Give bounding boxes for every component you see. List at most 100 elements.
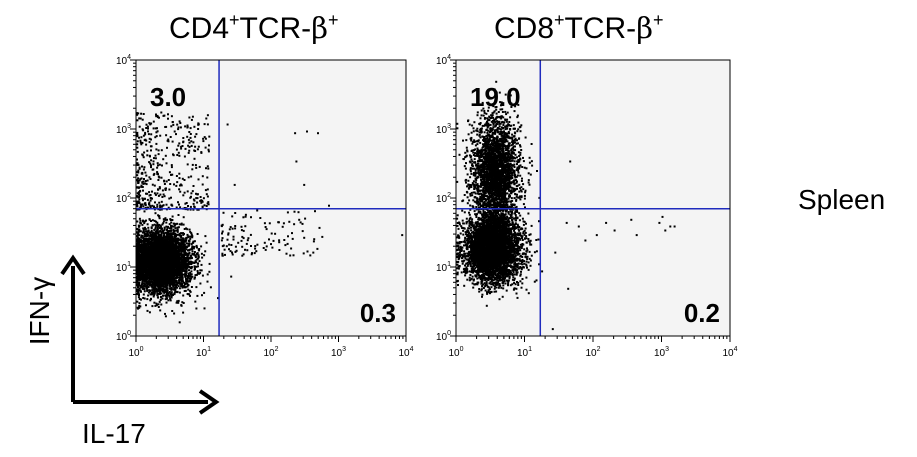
event-dot [203,307,206,310]
event-dot [167,299,170,302]
event-dot [191,236,194,239]
event-dot [156,254,159,257]
event-dot [188,228,191,231]
event-dot [163,266,166,269]
event-dot [174,280,177,283]
event-dot [179,271,182,274]
event-dot [138,246,141,249]
event-dot [182,294,185,297]
event-dot [143,231,146,234]
event-dot [158,286,160,289]
event-dot [140,249,143,251]
event-dot [154,232,157,235]
event-dot [155,247,157,250]
event-dot [182,280,184,283]
event-dot [167,230,169,233]
event-dot [136,248,139,251]
event-dot [165,288,167,291]
event-dot [197,262,199,265]
event-dot [159,224,162,227]
event-dot [152,271,155,274]
event-dot [137,282,140,285]
event-dot [146,261,149,264]
event-dot [155,276,158,279]
event-dot [176,266,178,269]
event-dot [141,264,144,267]
event-dot [164,250,167,253]
event-dot [175,263,178,266]
event-dot [195,273,198,276]
event-dot [158,293,161,295]
event-dot [153,276,155,279]
event-dot [144,285,147,288]
event-dot [169,239,172,242]
event-dot [181,273,183,276]
event-dot [147,294,150,297]
event-dot [156,221,159,224]
event-dot [161,279,164,282]
event-dot [138,306,141,309]
event-dot [141,251,144,254]
event-dot [162,285,165,288]
event-dot [191,275,194,278]
event-dot [162,245,165,248]
event-dot [174,286,177,289]
event-dot [149,258,152,261]
event-dot [162,278,165,281]
event-dot [142,230,145,233]
event-dot [158,270,161,273]
event-dot [150,248,153,251]
event-dot [144,277,147,279]
event-dot [162,232,165,235]
event-dot [181,239,184,242]
event-dot [162,236,165,239]
event-dot [138,237,141,240]
event-dot [153,234,156,237]
event-dot [196,253,199,256]
event-dot [171,310,174,312]
event-dot [151,286,154,289]
event-dot [166,251,169,254]
event-dot [189,294,191,297]
event-dot [195,258,198,261]
event-dot [157,289,160,292]
event-dot [164,276,167,279]
event-dot [156,260,159,263]
event-dot [143,275,146,278]
event-dot [137,268,140,271]
event-dot [151,250,154,253]
event-dot [175,248,177,251]
event-dot [178,287,181,290]
event-dot [143,243,146,246]
event-dot [181,256,184,259]
event-dot [178,280,181,283]
event-dot [154,284,156,287]
event-dot [193,245,196,248]
event-dot [143,232,146,235]
event-dot [189,260,192,263]
event-dot [144,257,147,260]
event-dot [170,294,173,297]
event-dot [157,225,160,228]
event-dot [187,249,189,252]
event-dot [150,260,153,262]
event-dot [173,232,176,235]
event-dot [137,259,140,262]
event-dot [140,290,142,293]
event-dot [144,253,147,255]
event-dot [174,290,177,293]
event-dot [150,263,152,266]
event-dot [159,309,162,312]
event-dot [184,273,187,275]
event-dot [138,298,141,300]
event-dot [177,267,180,270]
event-dot [189,237,192,240]
event-dot [163,261,166,264]
event-dot [164,260,167,263]
event-dot [153,301,156,304]
event-dot [140,222,142,225]
event-dot [164,231,167,234]
event-dot [173,283,176,286]
event-dot [184,269,187,272]
